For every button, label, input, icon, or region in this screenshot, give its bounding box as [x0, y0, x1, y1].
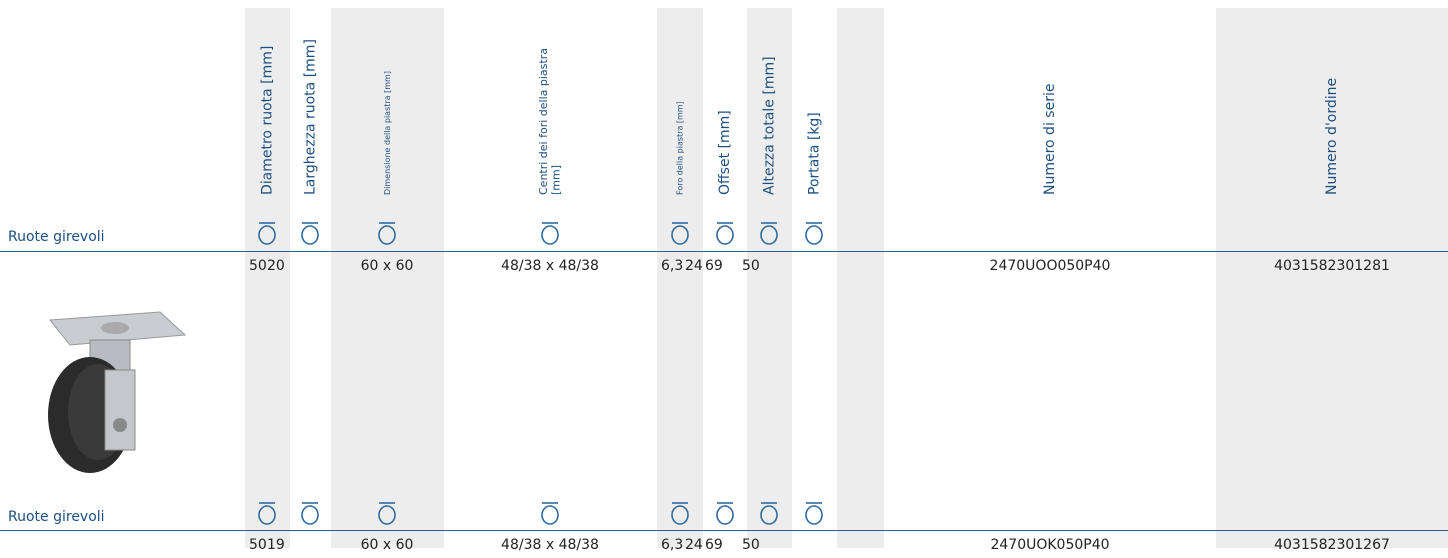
column-header-text: Numero di serie: [1041, 83, 1058, 195]
spec-icon: [805, 222, 823, 245]
column-header: Diametro ruota [mm]: [245, 10, 290, 195]
cell-value: 24: [685, 537, 703, 553]
column-shade: [1216, 8, 1448, 548]
spec-icon: [258, 502, 276, 525]
cell-value: 50: [249, 258, 267, 274]
column-header: Portata [kg]: [792, 10, 837, 195]
column-header-text: Offset [mm]: [716, 110, 733, 195]
cell-value: 69: [705, 258, 723, 274]
column-header: Altezza totale [mm]: [747, 10, 792, 195]
cell-value: 50: [742, 258, 760, 274]
spec-icon: [716, 502, 734, 525]
column-header: Larghezza ruota [mm]: [290, 10, 331, 195]
cell-value: 50: [742, 537, 760, 553]
spec-icon: [671, 222, 689, 245]
cell-value: 50: [249, 537, 267, 553]
column-header-text: Centri dei fori della piastra [mm]: [536, 48, 563, 195]
section-label: Ruote girevoli: [8, 229, 105, 245]
row-divider: [0, 530, 1448, 531]
spec-icon: [541, 222, 559, 245]
cell-value: 60 x 60: [360, 537, 414, 553]
spec-icon: [378, 502, 396, 525]
column-header: Foro della piastra [mm]: [657, 10, 703, 195]
column-header: Numero d'ordine: [1216, 10, 1448, 195]
column-shade: [837, 8, 884, 548]
cell-value: 19: [267, 537, 285, 553]
cell-value: 48/38 x 48/38: [501, 537, 599, 553]
cell-value: 6,3: [661, 258, 684, 274]
column-header: Offset [mm]: [703, 10, 747, 195]
spec-icon: [541, 502, 559, 525]
spec-icon: [716, 222, 734, 245]
cell-value: 24: [685, 258, 703, 274]
cell-value: 69: [705, 537, 723, 553]
spec-icon: [258, 222, 276, 245]
column-header: Numero di serie: [884, 10, 1216, 195]
cell-value: 2470UOK050P40: [990, 537, 1110, 553]
spec-icon: [760, 222, 778, 245]
column-shade: [331, 8, 444, 548]
spec-icon: [805, 502, 823, 525]
cell-value: 4031582301281: [1274, 258, 1390, 274]
cell-value: 60 x 60: [360, 258, 414, 274]
column-shade: [245, 8, 290, 548]
column-shade: [747, 8, 792, 548]
column-header: Centri dei fori della piastra [mm]: [444, 10, 657, 195]
column-header-text: Larghezza ruota [mm]: [302, 39, 319, 195]
cell-value: 48/38 x 48/38: [501, 258, 599, 274]
cell-value: 4031582301267: [1274, 537, 1390, 553]
cell-value: 2470UOO050P40: [989, 258, 1111, 274]
column-header-text: Portata [kg]: [806, 112, 823, 195]
section-label: Ruote girevoli: [8, 509, 105, 525]
column-header-text: Diametro ruota [mm]: [259, 45, 276, 195]
column-header-text: Numero d'ordine: [1323, 77, 1340, 195]
spec-icon: [671, 502, 689, 525]
column-header-text: Altezza totale [mm]: [761, 56, 778, 195]
column-shade: [657, 8, 703, 548]
column-header-text: Foro della piastra [mm]: [675, 101, 685, 195]
cell-value: 6,3: [661, 537, 684, 553]
spec-icon: [378, 222, 396, 245]
product-image: [48, 311, 187, 473]
column-header-text: Dimensione della piastra [mm]: [382, 71, 392, 195]
spec-icon: [301, 222, 319, 245]
cell-value: 20: [267, 258, 285, 274]
spec-icon: [760, 502, 778, 525]
spec-icon: [301, 502, 319, 525]
row-divider: [0, 251, 1448, 252]
column-header: Dimensione della piastra [mm]: [331, 10, 444, 195]
